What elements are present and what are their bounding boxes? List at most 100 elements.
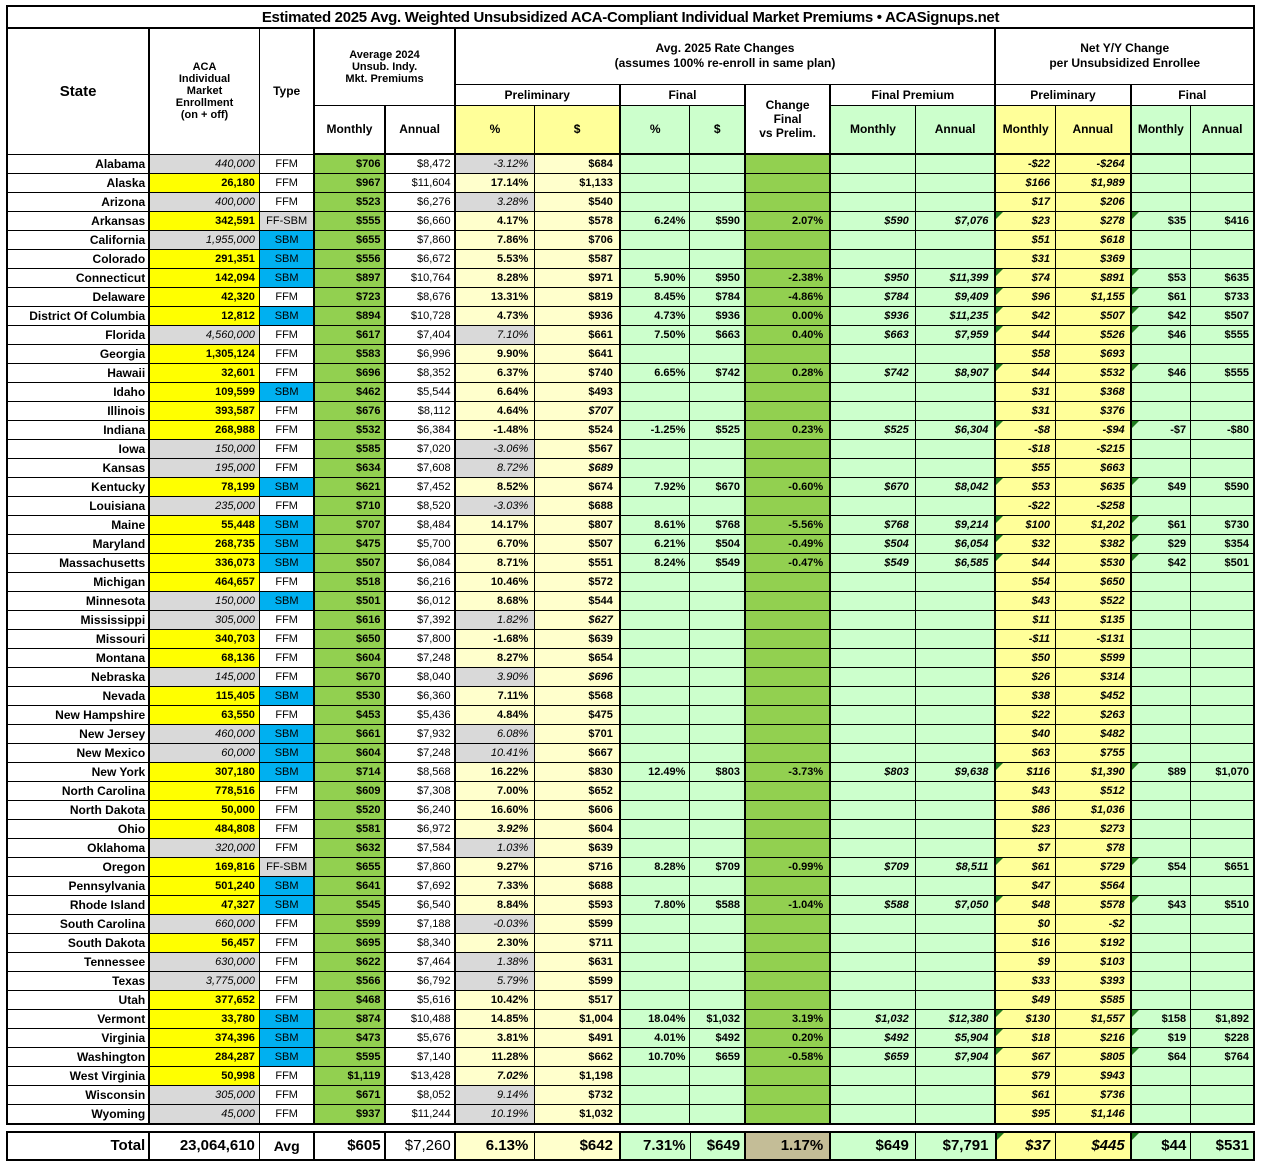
cell-prelim-dollar[interactable]: $567 bbox=[534, 439, 621, 459]
cell-state[interactable]: Illinois bbox=[6, 401, 150, 421]
cell-prelim-dollar[interactable]: $631 bbox=[534, 952, 621, 972]
cell-prelim-dollar[interactable]: $688 bbox=[534, 876, 621, 896]
cell-2024-monthly[interactable]: $967 bbox=[313, 173, 386, 193]
cell-prelim-pct[interactable]: 10.42% bbox=[453, 990, 536, 1010]
cell-enrollment[interactable]: 56,457 bbox=[148, 933, 260, 953]
cell-prelim-dollar[interactable]: $1,032 bbox=[534, 1104, 621, 1125]
cell-prelim-pct[interactable]: 7.11% bbox=[453, 686, 536, 706]
cell-change-final-vs-prelim[interactable] bbox=[744, 724, 831, 744]
cell-net-prelim-monthly[interactable]: $61 bbox=[994, 857, 1056, 877]
cell-net-prelim-monthly[interactable]: $44 bbox=[994, 363, 1056, 383]
cell-prelim-pct[interactable]: 2.30% bbox=[453, 933, 536, 953]
cell-final-pct[interactable] bbox=[618, 496, 691, 516]
cell-net-final-annual[interactable]: $531 bbox=[1190, 1131, 1255, 1161]
cell-final-pct[interactable] bbox=[618, 610, 691, 630]
cell-enrollment[interactable]: 778,516 bbox=[148, 781, 260, 801]
cell-net-final-monthly[interactable] bbox=[1129, 724, 1192, 744]
cell-final-pct[interactable] bbox=[618, 572, 691, 592]
cell-net-final-monthly[interactable] bbox=[1129, 990, 1192, 1010]
cell-net-prelim-annual[interactable]: $532 bbox=[1054, 363, 1132, 383]
cell-final-pct[interactable] bbox=[618, 401, 691, 421]
cell-change-final-vs-prelim[interactable] bbox=[744, 838, 831, 858]
cell-final-premium-annual[interactable] bbox=[914, 971, 996, 991]
cell-final-premium-annual[interactable] bbox=[914, 591, 996, 611]
cell-change-final-vs-prelim[interactable] bbox=[744, 496, 831, 516]
cell-net-final-monthly[interactable] bbox=[1129, 439, 1192, 459]
cell-final-premium-annual[interactable]: $7,076 bbox=[914, 211, 996, 231]
cell-final-dollar[interactable] bbox=[689, 572, 746, 592]
cell-final-premium-monthly[interactable]: $709 bbox=[829, 857, 916, 877]
cell-net-prelim-monthly[interactable]: $51 bbox=[994, 230, 1056, 250]
cell-net-prelim-annual[interactable]: $650 bbox=[1054, 572, 1132, 592]
cell-state[interactable]: Arkansas bbox=[6, 211, 150, 231]
cell-net-final-monthly[interactable] bbox=[1129, 667, 1192, 687]
cell-2024-annual[interactable]: $11,244 bbox=[383, 1104, 456, 1125]
cell-change-final-vs-prelim[interactable] bbox=[744, 781, 831, 801]
header-enrollment[interactable]: ACA Individual Market Enrollment (on + o… bbox=[148, 27, 260, 155]
cell-final-premium-monthly[interactable] bbox=[829, 971, 916, 991]
cell-enrollment[interactable]: 342,591 bbox=[148, 211, 260, 231]
cell-prelim-dollar[interactable]: $807 bbox=[534, 515, 621, 535]
cell-enrollment[interactable]: 60,000 bbox=[148, 743, 260, 763]
cell-state[interactable]: Washington bbox=[6, 1047, 150, 1067]
cell-change-final-vs-prelim[interactable] bbox=[744, 705, 831, 725]
cell-net-prelim-monthly[interactable]: $11 bbox=[994, 610, 1056, 630]
cell-prelim-dollar[interactable]: $652 bbox=[534, 781, 621, 801]
cell-final-dollar[interactable] bbox=[689, 249, 746, 269]
cell-prelim-dollar[interactable]: $654 bbox=[534, 648, 621, 668]
cell-final-dollar[interactable] bbox=[689, 952, 746, 972]
cell-type[interactable]: SBM bbox=[258, 249, 315, 269]
cell-final-premium-annual[interactable]: $9,214 bbox=[914, 515, 996, 535]
cell-change-final-vs-prelim[interactable] bbox=[744, 876, 831, 896]
cell-final-pct[interactable] bbox=[618, 800, 691, 820]
cell-net-prelim-annual[interactable]: $1,557 bbox=[1054, 1009, 1132, 1029]
cell-final-premium-monthly[interactable]: $659 bbox=[829, 1047, 916, 1067]
cell-type[interactable]: Avg bbox=[258, 1131, 315, 1161]
cell-state[interactable]: Utah bbox=[6, 990, 150, 1010]
cell-final-premium-monthly[interactable] bbox=[829, 153, 916, 174]
cell-2024-monthly[interactable]: $507 bbox=[313, 553, 386, 573]
cell-type[interactable]: FFM bbox=[258, 496, 315, 516]
cell-final-premium-annual[interactable] bbox=[914, 382, 996, 402]
cell-state[interactable]: Colorado bbox=[6, 249, 150, 269]
cell-net-prelim-annual[interactable]: $805 bbox=[1054, 1047, 1132, 1067]
cell-final-pct[interactable] bbox=[618, 458, 691, 478]
cell-final-premium-annual[interactable] bbox=[914, 629, 996, 649]
cell-state[interactable]: Oregon bbox=[6, 857, 150, 877]
cell-prelim-dollar[interactable]: $707 bbox=[534, 401, 621, 421]
cell-net-final-annual[interactable]: $1,070 bbox=[1190, 762, 1255, 782]
cell-state[interactable]: Iowa bbox=[6, 439, 150, 459]
header-net-final-annual[interactable]: Annual bbox=[1190, 104, 1255, 155]
cell-2024-monthly[interactable]: $632 bbox=[313, 838, 386, 858]
cell-change-final-vs-prelim[interactable]: -0.60% bbox=[744, 477, 831, 497]
cell-prelim-dollar[interactable]: $540 bbox=[534, 192, 621, 212]
cell-state[interactable]: Idaho bbox=[6, 382, 150, 402]
cell-final-premium-monthly[interactable]: $803 bbox=[829, 762, 916, 782]
header-prelim-pct[interactable]: % bbox=[453, 104, 536, 155]
cell-state[interactable]: Missouri bbox=[6, 629, 150, 649]
cell-final-premium-monthly[interactable] bbox=[829, 591, 916, 611]
cell-type[interactable]: FFM bbox=[258, 667, 315, 687]
header-final-dollar[interactable]: $ bbox=[689, 104, 746, 155]
cell-final-pct[interactable] bbox=[618, 382, 691, 402]
cell-net-final-monthly[interactable] bbox=[1129, 705, 1192, 725]
header-final-premium[interactable]: Final Premium bbox=[829, 83, 996, 106]
cell-net-final-monthly[interactable] bbox=[1129, 971, 1192, 991]
cell-final-pct[interactable]: 6.65% bbox=[618, 363, 691, 383]
cell-enrollment[interactable]: 291,351 bbox=[148, 249, 260, 269]
cell-net-final-annual[interactable] bbox=[1190, 952, 1255, 972]
cell-net-prelim-monthly[interactable]: $79 bbox=[994, 1066, 1056, 1086]
cell-net-prelim-annual[interactable]: $382 bbox=[1054, 534, 1132, 554]
cell-net-prelim-monthly[interactable]: $9 bbox=[994, 952, 1056, 972]
cell-2024-monthly[interactable]: $655 bbox=[313, 857, 386, 877]
cell-final-pct[interactable]: 6.21% bbox=[618, 534, 691, 554]
cell-change-final-vs-prelim[interactable]: -4.86% bbox=[744, 287, 831, 307]
cell-prelim-pct[interactable]: 10.46% bbox=[453, 572, 536, 592]
cell-change-final-vs-prelim[interactable] bbox=[744, 1066, 831, 1086]
cell-final-pct[interactable] bbox=[618, 933, 691, 953]
cell-final-dollar[interactable] bbox=[689, 401, 746, 421]
cell-change-final-vs-prelim[interactable] bbox=[744, 173, 831, 193]
cell-enrollment[interactable]: 50,000 bbox=[148, 800, 260, 820]
cell-2024-annual[interactable]: $6,216 bbox=[383, 572, 456, 592]
cell-prelim-dollar[interactable]: $684 bbox=[534, 153, 621, 174]
